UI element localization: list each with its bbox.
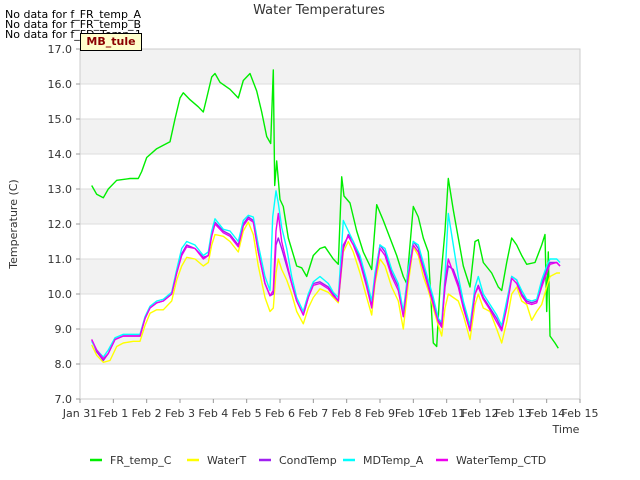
y-axis-label: Temperature (C): [7, 179, 20, 269]
plot-background-bands: [80, 48, 580, 400]
x-tick-label: Feb 11: [428, 407, 465, 420]
x-axis-ticks: Jan 31 Feb 1 Feb 2 Feb 3 Feb 4 Feb 5 Feb 6 Feb …: [62, 399, 599, 420]
x-tick-label: Feb 13: [495, 407, 532, 420]
legend-label: CondTemp: [279, 454, 337, 467]
y-tick-label: 12.0: [48, 218, 73, 231]
series-lines: [91, 69, 561, 363]
y-tick-label: 8.0: [55, 358, 73, 371]
x-tick-label: Feb 5: [232, 407, 262, 420]
grid-band: [80, 49, 580, 84]
x-tick-label: Feb 6: [265, 407, 295, 420]
no-data-notice-1: No data for f_FR_temp_A: [5, 8, 141, 21]
x-tick-label: Feb 4: [198, 407, 228, 420]
series-line-mdtemp-a: [91, 190, 561, 358]
y-axis-ticks: 7.0 8.0 9.0 10.0 11.0 12.0 13.0 14.0 15.0 16.0 17.…: [48, 43, 80, 406]
x-tick-label: Feb 7: [298, 407, 328, 420]
x-tick-label: Feb 9: [365, 407, 395, 420]
grid-band: [80, 189, 580, 224]
site-badge: MB_tule: [80, 33, 142, 51]
no-data-notice-2: No data for f_FR_temp_B: [5, 18, 142, 31]
y-tick-label: 11.0: [48, 253, 73, 266]
y-tick-label: 7.0: [55, 393, 73, 406]
y-tick-label: 9.0: [55, 323, 73, 336]
x-tick-label: Feb 10: [395, 407, 432, 420]
y-tick-label: 17.0: [48, 43, 73, 56]
y-tick-label: 14.0: [48, 148, 73, 161]
y-tick-label: 15.0: [48, 113, 73, 126]
x-tick-label: Feb 15: [562, 407, 599, 420]
x-tick-label: Feb 3: [165, 407, 195, 420]
x-tick-label: Feb 1: [98, 407, 128, 420]
series-line-watertemp-ctd: [91, 212, 561, 360]
x-tick-label: Feb 12: [462, 407, 499, 420]
no-data-notice-3: No data for f_FD_Temp_1: [5, 28, 142, 41]
x-tick-label: Feb 14: [528, 407, 565, 420]
legend: FR_temp_C WaterT CondTemp MDTemp_A WaterTemp…: [90, 454, 546, 467]
y-tick-label: 10.0: [48, 288, 73, 301]
x-tick-label: Jan 31: [62, 407, 97, 420]
x-axis-label: Time: [552, 423, 580, 436]
chart-title: Water Temperatures: [253, 3, 385, 18]
grid-band: [80, 119, 580, 154]
legend-label: WaterTemp_CTD: [456, 454, 546, 467]
y-tick-label: 16.0: [48, 78, 73, 91]
legend-label: WaterT: [207, 454, 247, 467]
x-tick-label: Feb 2: [132, 407, 162, 420]
y-tick-label: 13.0: [48, 183, 73, 196]
series-line-fr-temp-c: [91, 69, 559, 349]
x-tick-label: Feb 8: [332, 407, 362, 420]
grid-band: [80, 329, 580, 364]
legend-label: MDTemp_A: [363, 454, 424, 467]
grid-band: [80, 259, 580, 294]
legend-label: FR_temp_C: [110, 454, 172, 467]
